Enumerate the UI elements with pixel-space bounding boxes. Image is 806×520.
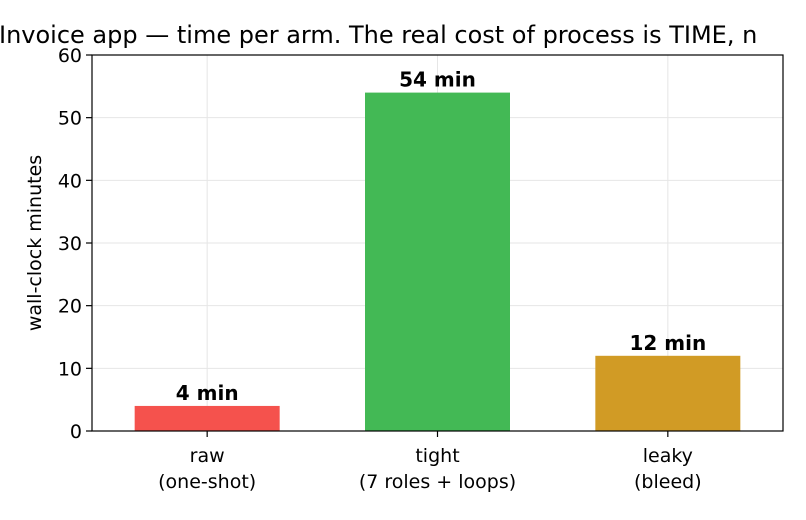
x-tick-label: leaky (643, 445, 693, 467)
x-tick-label: (7 roles + loops) (359, 471, 516, 493)
y-tick-label: 60 (58, 45, 82, 67)
bars (134, 92, 741, 431)
x-axis-ticks: raw (one-shot) tight (7 roles + loops) leaky… (158, 431, 702, 493)
x-tick-label: raw (190, 445, 225, 467)
data-label: 54 min (399, 68, 476, 92)
bar-1 (365, 92, 510, 431)
x-tick-label: tight (415, 445, 459, 467)
x-tick-label: (bleed) (634, 471, 702, 493)
chart-title: Invoice app — time per arm. The real cos… (0, 21, 757, 49)
data-label: 4 min (176, 381, 239, 405)
data-labels: 4 min 54 min 12 min (176, 68, 706, 405)
y-axis-label: wall-clock minutes (24, 155, 46, 331)
data-label: 12 min (629, 331, 706, 355)
y-tick-label: 30 (58, 233, 82, 255)
y-tick-label: 0 (70, 421, 82, 443)
bar-0 (134, 405, 280, 431)
y-tick-label: 40 (58, 170, 82, 192)
y-axis-ticks: 0 10 20 30 40 50 60 (58, 45, 92, 443)
bar-2 (595, 355, 741, 431)
y-tick-label: 20 (58, 296, 82, 318)
y-tick-label: 50 (58, 108, 82, 130)
y-tick-label: 10 (58, 358, 82, 380)
x-tick-label: (one-shot) (158, 471, 256, 493)
